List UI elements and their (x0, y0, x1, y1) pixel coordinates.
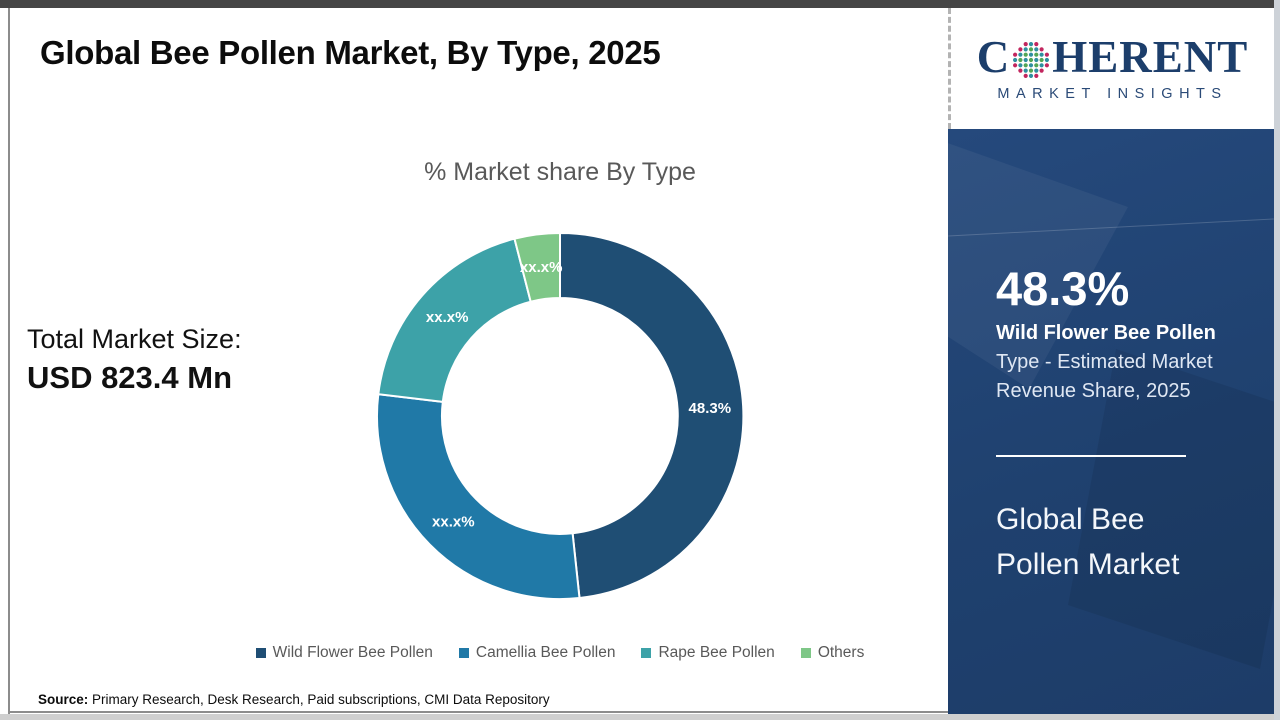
total-market-size-label: Total Market Size: (27, 324, 242, 354)
donut-segment (559, 231, 745, 600)
donut-segment (513, 231, 561, 303)
dotted-globe-icon (1013, 41, 1050, 78)
bottom-border (8, 711, 948, 713)
globe-dot (1034, 68, 1039, 73)
legend-item: Rape Bee Pollen (641, 644, 775, 662)
donut-chart-svg: 48.3% xx.x% xx.x% xx.x% (375, 231, 745, 601)
globe-dot (1045, 52, 1050, 57)
legend-item: Wild Flower Bee Pollen (255, 644, 433, 662)
donut-segment-label: 48.3% (689, 400, 732, 417)
globe-dot (1034, 73, 1039, 78)
donut-chart: 48.3% xx.x% xx.x% xx.x% (370, 226, 750, 606)
globe-dot (1018, 68, 1023, 73)
globe-dot (1029, 52, 1034, 57)
report-title-line2: Pollen Market (996, 548, 1180, 581)
page-title: Global Bee Pollen Market, By Type, 2025 (40, 34, 661, 71)
legend-label: Rape Bee Pollen (658, 644, 775, 661)
source-label: Source: (38, 692, 89, 707)
globe-dot (1023, 57, 1029, 62)
globe-dot (1029, 57, 1034, 62)
globe-dot (1023, 41, 1029, 46)
report-title-line1: Global Bee (996, 503, 1145, 536)
globe-dot (1034, 46, 1039, 51)
legend-swatch-icon (800, 648, 811, 658)
globe-dot (1039, 52, 1044, 57)
globe-dot (1023, 52, 1029, 57)
legend-swatch-icon (641, 648, 652, 658)
globe-dot (1039, 57, 1044, 62)
globe-dot (1039, 46, 1044, 51)
highlight-desc-line1: Type - Estimated Market (996, 351, 1213, 373)
legend-label: Others (817, 644, 865, 661)
brand-subtitle: MARKET INSIGHTS (997, 86, 1228, 102)
left-border (8, 8, 10, 714)
globe-dot (1039, 62, 1044, 67)
sidebar-map-texture (948, 129, 1128, 389)
globe-dot (1045, 57, 1050, 62)
right-edge (1274, 0, 1280, 720)
legend-swatch-icon (255, 648, 266, 658)
globe-dot (1034, 41, 1039, 46)
globe-dot (1029, 46, 1034, 51)
legend-label: Wild Flower Bee Pollen (272, 644, 433, 661)
bottom-edge (0, 714, 1280, 720)
brand-logo: C HERENT MARKET INSIGHTS (948, 8, 1274, 129)
globe-dot (1013, 62, 1018, 67)
total-market-size-value: USD 823.4 Mn (27, 360, 233, 395)
brand-letter-c: C (976, 32, 1011, 82)
source-line: Source: Primary Research, Desk Research,… (38, 692, 550, 707)
chart-title: % Market share By Type (424, 158, 696, 186)
globe-dot (1018, 52, 1023, 57)
legend-item: Camellia Bee Pollen (458, 644, 616, 662)
legend-swatch-icon (458, 648, 469, 658)
top-border (0, 0, 1280, 8)
donut-segment-label: xx.x% (520, 259, 563, 276)
globe-dot (1023, 46, 1029, 51)
globe-dot (1045, 62, 1050, 67)
globe-dot (1018, 46, 1023, 51)
globe-dot (1039, 68, 1044, 73)
donut-segment (375, 393, 581, 601)
report-title: Global Bee Pollen Market (996, 497, 1179, 587)
globe-dot (1034, 52, 1039, 57)
legend-label: Camellia Bee Pollen (475, 644, 616, 661)
total-market-size-block: Total Market Size: USD 823.4 Mn (27, 324, 242, 396)
globe-dot (1018, 57, 1023, 62)
chart-legend: Wild Flower Bee Pollen Camellia Bee Polle… (120, 644, 1000, 662)
globe-dot (1029, 41, 1034, 46)
legend-item: Others (800, 644, 865, 662)
globe-dot (1023, 73, 1029, 78)
highlight-share-value: 48.3% (996, 262, 1130, 315)
donut-segment-label: xx.x% (432, 513, 475, 530)
brand-word-rest: HERENT (1052, 32, 1249, 82)
globe-dot (1018, 62, 1023, 67)
donut-segment-label: xx.x% (426, 309, 469, 326)
globe-dot (1029, 73, 1034, 78)
globe-dot (1023, 68, 1029, 73)
globe-dot (1034, 57, 1039, 62)
highlight-segment-name: Wild Flower Bee Pollen (996, 322, 1216, 344)
globe-dot (1013, 57, 1018, 62)
sidebar-divider (996, 455, 1186, 457)
globe-dot (1023, 62, 1029, 67)
sidebar-panel: 48.3% Wild Flower Bee Pollen Type - Esti… (948, 129, 1274, 714)
highlight-desc-line2: Revenue Share, 2025 (996, 380, 1191, 402)
globe-dot (1029, 68, 1034, 73)
source-text: Primary Research, Desk Research, Paid su… (88, 692, 550, 707)
globe-dot (1034, 62, 1039, 67)
globe-dot (1029, 62, 1034, 67)
globe-dot (1013, 52, 1018, 57)
brand-wordmark: C HERENT (977, 35, 1249, 80)
